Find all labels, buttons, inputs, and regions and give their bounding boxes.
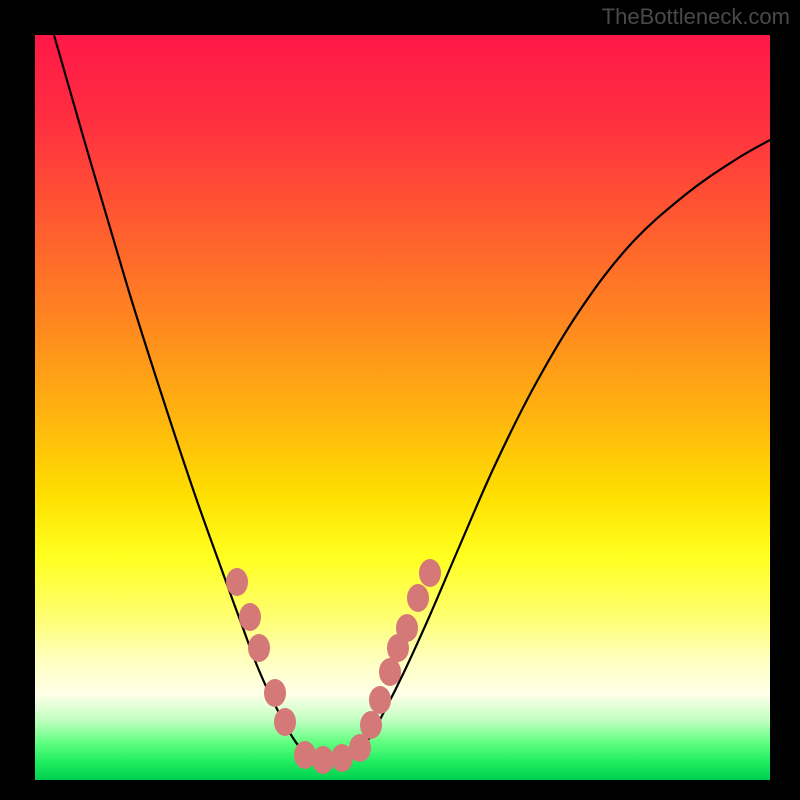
data-marker <box>274 708 296 736</box>
data-marker <box>226 568 248 596</box>
data-marker <box>396 614 418 642</box>
data-marker <box>419 559 441 587</box>
data-marker <box>379 658 401 686</box>
data-marker <box>360 711 382 739</box>
watermark-text: TheBottleneck.com <box>602 4 790 30</box>
data-marker <box>264 679 286 707</box>
data-marker <box>407 584 429 612</box>
data-marker <box>239 603 261 631</box>
bottleneck-chart <box>35 35 770 780</box>
gradient-background <box>35 35 770 780</box>
data-marker <box>312 746 334 774</box>
data-marker <box>369 686 391 714</box>
data-marker <box>248 634 270 662</box>
plot-svg <box>35 35 770 780</box>
